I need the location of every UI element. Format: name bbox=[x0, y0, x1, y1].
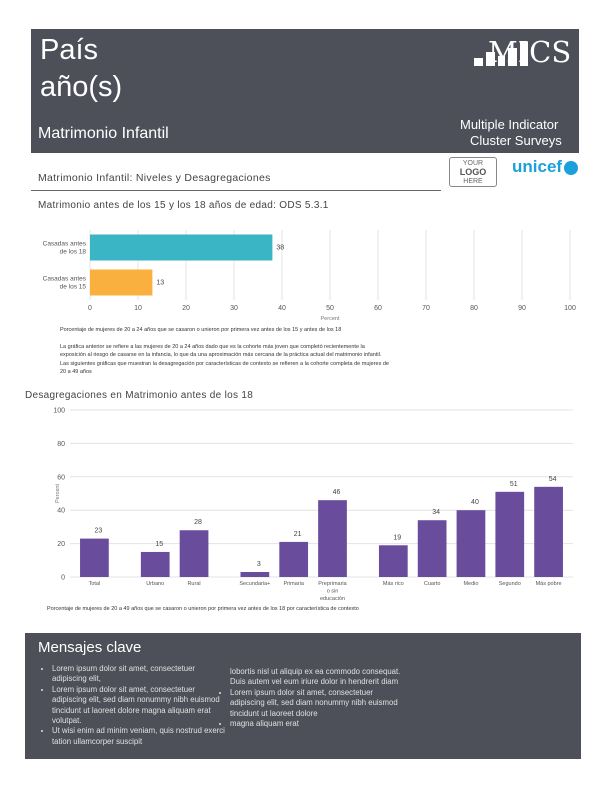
key-messages-panel bbox=[25, 633, 581, 759]
chart1-x-tick-label: 100 bbox=[564, 305, 576, 312]
mics-bars-icon bbox=[474, 42, 528, 66]
chart1-x-tick-label: 20 bbox=[182, 305, 190, 312]
chart1-x-tick-label: 90 bbox=[518, 305, 526, 312]
chart1-category-label: de los 18 bbox=[60, 249, 87, 256]
chart2-data-label: 34 bbox=[432, 509, 440, 516]
section-divider bbox=[31, 190, 441, 191]
chart2-bar bbox=[495, 491, 525, 577]
key-messages-column-1: Lorem ipsum dolor sit amet, consectetuer… bbox=[40, 664, 225, 747]
years-title: año(s) bbox=[40, 71, 123, 103]
chart2-data-label: 54 bbox=[549, 476, 557, 483]
chart1-data-label: 13 bbox=[156, 280, 164, 287]
chart1-x-axis-label: Percent bbox=[321, 316, 340, 322]
chart1-x-tick-label: 10 bbox=[134, 305, 142, 312]
chart2-data-label: 19 bbox=[393, 534, 401, 541]
chart2-bar bbox=[318, 500, 347, 577]
chart2-vertical-bar: 0 20 40 60 80 100 Percent 23 Total 15 Urbano 28 Rura… bbox=[53, 408, 573, 602]
chart2-title: Desagregaciones en Matrimonio antes de l… bbox=[25, 390, 254, 401]
chart2-y-tick-label: 40 bbox=[57, 508, 65, 515]
chart1-bar bbox=[90, 234, 273, 261]
chart1-paragraph: La gráfica anterior se refiere a las muj… bbox=[60, 344, 389, 376]
mics-tagline-1: Multiple Indicator bbox=[460, 117, 559, 132]
unicef-logo: unicef bbox=[512, 157, 563, 176]
chart2-category-label: o sin bbox=[327, 589, 339, 595]
chart2-y-tick-label: 20 bbox=[57, 541, 65, 548]
chart2-data-label: 3 bbox=[257, 561, 261, 568]
chart1-data-label: 38 bbox=[276, 245, 284, 252]
key-message-item: Lorem ipsum dolor sit amet, consectetuer… bbox=[52, 664, 225, 685]
logo-placeholder-line-1: YOUR bbox=[462, 160, 484, 167]
logo-placeholder: YOUR LOGO HERE bbox=[449, 157, 497, 187]
chart2-bar bbox=[534, 486, 563, 577]
country-title: País bbox=[40, 34, 99, 66]
chart2-bar bbox=[179, 530, 209, 577]
chart2-bar bbox=[378, 545, 408, 577]
chart2-y-tick-label: 60 bbox=[57, 474, 65, 481]
chart1-category-label: de los 15 bbox=[60, 284, 87, 291]
chart2-data-label: 23 bbox=[95, 528, 103, 535]
chart1-x-tick-label: 50 bbox=[326, 305, 334, 312]
chart2-category-label: Cuarto bbox=[424, 581, 441, 587]
chart1-x-tick-label: 0 bbox=[88, 305, 92, 312]
key-message-continued: lobortis nisl ut aliquip ex ea commodo c… bbox=[230, 667, 401, 687]
chart1-note: Porcentaje de mujeres de 20 a 24 años qu… bbox=[60, 327, 342, 333]
chart2-bar bbox=[80, 538, 109, 577]
chart2-category-label: Total bbox=[89, 581, 101, 587]
chart2-category-label: Medio bbox=[463, 581, 478, 587]
chart2-bar bbox=[417, 520, 447, 577]
key-message-item: Lorem ipsum dolor sit amet, consectetuer… bbox=[230, 688, 408, 719]
mics-tagline-2: Cluster Surveys bbox=[470, 133, 562, 148]
key-message-item: Ut wisi enim ad minim veniam, quis nostr… bbox=[52, 726, 225, 747]
chart2-y-axis-label: Percent bbox=[55, 484, 61, 503]
chart2-category-label: Más pobre bbox=[536, 581, 562, 587]
chart1-title: Matrimonio antes de los 15 y los 18 años… bbox=[38, 200, 329, 211]
chart2-category-label: Segundo bbox=[499, 581, 521, 587]
chart1-x-tick-label: 80 bbox=[470, 305, 478, 312]
chart1-x-tick-label: 40 bbox=[278, 305, 286, 312]
chart2-bar bbox=[140, 551, 170, 577]
chart2-data-label: 28 bbox=[194, 519, 202, 526]
header-subtitle: Matrimonio Infantil bbox=[38, 125, 169, 142]
chart2-data-label: 40 bbox=[471, 499, 479, 506]
chart2-y-tick-label: 0 bbox=[61, 575, 65, 582]
chart2-data-label: 21 bbox=[294, 531, 302, 538]
chart2-note: Porcentaje de mujeres de 20 a 49 años qu… bbox=[47, 606, 359, 612]
chart2-category-label: Preprimaria bbox=[318, 581, 347, 587]
logo-placeholder-line-2: LOGO bbox=[459, 167, 487, 177]
chart1-category-label: Casadas antes bbox=[43, 276, 87, 283]
logo-placeholder-line-3: HERE bbox=[463, 178, 483, 185]
section-title: Matrimonio Infantil: Niveles y Desagrega… bbox=[38, 172, 271, 184]
key-messages-column-2: lobortis nisl ut aliquip ex ea commodo c… bbox=[218, 667, 408, 729]
chart2-bar bbox=[456, 510, 486, 577]
chart2-category-label: Más rico bbox=[383, 581, 404, 587]
mics-logo-text: MICS bbox=[488, 35, 572, 69]
header-banner bbox=[31, 29, 579, 153]
chart1-category-label: Casadas antes bbox=[43, 241, 87, 248]
chart2-category-label: Rural bbox=[187, 581, 200, 587]
chart2-bar bbox=[279, 541, 309, 577]
unicef-globe-icon bbox=[564, 161, 578, 175]
chart2-y-tick-label: 100 bbox=[53, 408, 65, 415]
chart1-x-tick-label: 60 bbox=[374, 305, 382, 312]
chart2-category-label: Urbano bbox=[146, 581, 164, 587]
chart2-bar bbox=[240, 571, 270, 577]
chart1-x-tick-label: 70 bbox=[422, 305, 430, 312]
chart2-data-label: 51 bbox=[510, 481, 518, 488]
chart2-data-label: 46 bbox=[333, 489, 341, 496]
key-messages-title: Mensajes clave bbox=[38, 639, 142, 656]
key-message-item: magna aliquam erat bbox=[230, 719, 408, 729]
chart1-x-tick-label: 30 bbox=[230, 305, 238, 312]
chart2-category-label: Secundaria+ bbox=[239, 581, 270, 587]
chart1-bar bbox=[90, 269, 153, 296]
chart2-data-label: 15 bbox=[155, 541, 163, 548]
chart2-category-label: educación bbox=[320, 596, 345, 602]
chart2-category-label: Primaria bbox=[283, 581, 304, 587]
chart1-horizontal-bar: 0 10 20 30 40 50 60 70 80 90 100 Percent 38 Casadas a… bbox=[43, 230, 576, 322]
key-message-item: Lorem ipsum dolor sit amet, consectetuer… bbox=[52, 685, 225, 727]
chart2-y-tick-label: 80 bbox=[57, 441, 65, 448]
